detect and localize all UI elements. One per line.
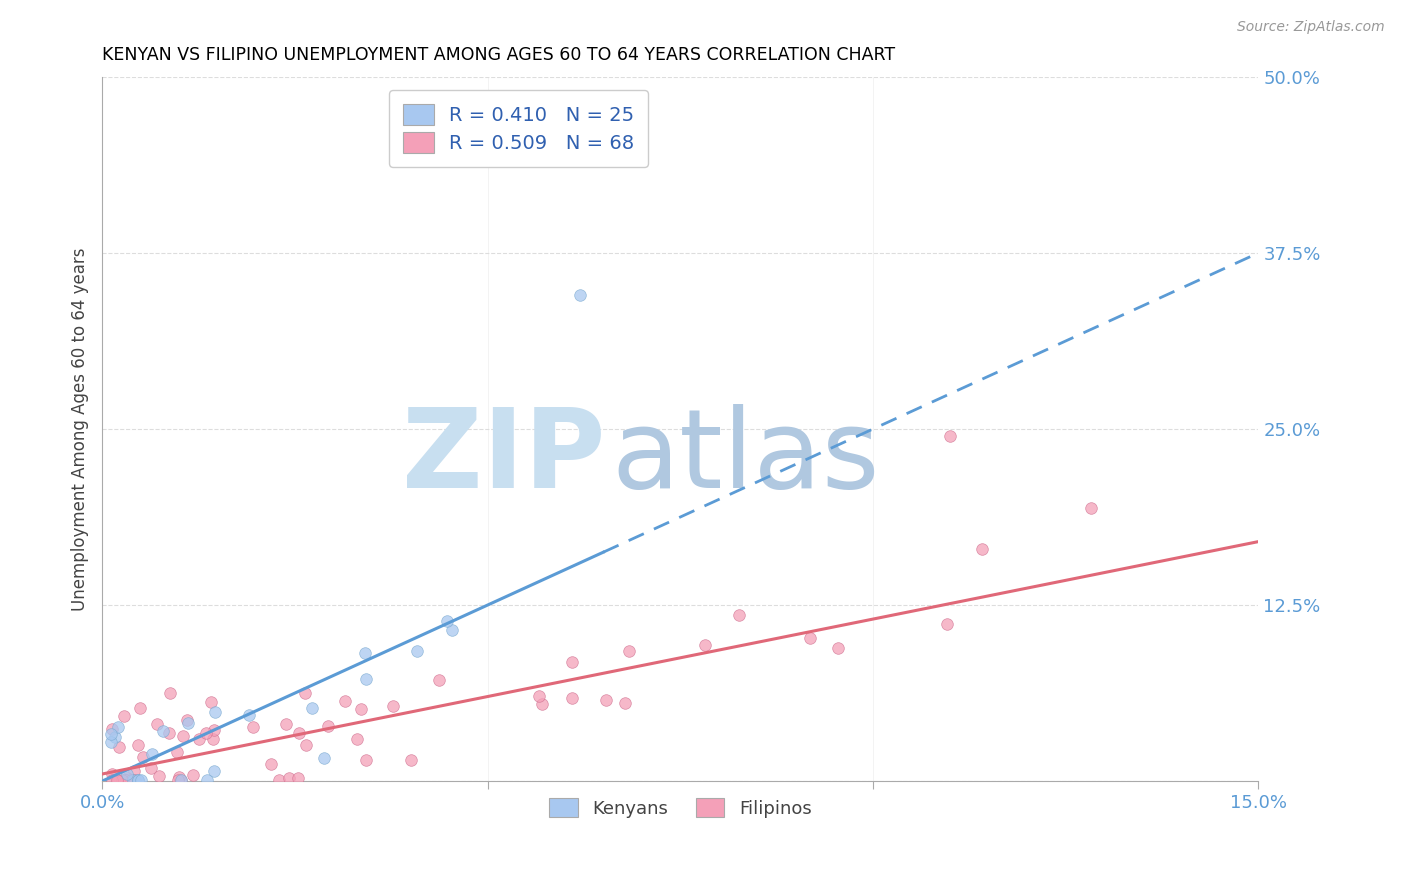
Point [399,753,422,767]
Point [381,698,404,713]
Point [127,738,149,752]
Point [127,772,149,787]
Point [695,638,717,652]
Point [141,747,163,761]
Point [122,764,145,778]
Point [1080,501,1102,516]
Point [294,685,316,699]
Point [200,695,222,709]
Point [145,717,167,731]
Point [238,708,260,723]
Text: atlas: atlas [612,403,880,510]
Point [152,723,174,738]
Point [107,772,129,787]
Point [288,726,311,740]
Point [129,772,152,787]
Point [619,644,641,658]
Point [427,673,450,687]
Point [166,772,188,787]
Point [295,738,318,752]
Text: Source: ZipAtlas.com: Source: ZipAtlas.com [1237,20,1385,34]
Text: ZIP: ZIP [402,403,606,510]
Point [101,722,124,736]
Point [569,288,592,302]
Point [561,691,583,706]
Point [561,656,583,670]
Point [318,719,340,733]
Point [112,772,135,787]
Point [242,720,264,734]
Point [728,608,751,623]
Point [111,772,134,787]
Point [176,716,198,731]
Point [346,732,368,747]
Point [406,644,429,658]
Point [595,693,617,707]
Point [166,745,188,759]
Point [115,767,138,781]
Point [436,614,458,628]
Point [204,705,226,719]
Point [121,772,143,787]
Point [157,725,180,739]
Point [614,697,637,711]
Point [120,772,142,787]
Point [441,623,464,637]
Point [354,753,377,767]
Point [176,713,198,727]
Point [827,640,849,655]
Point [531,697,554,711]
Point [170,772,193,787]
Point [350,701,373,715]
Point [799,631,821,645]
Point [939,429,962,443]
Point [333,694,356,708]
Point [112,708,135,723]
Point [260,756,283,771]
Legend: Kenyans, Filipinos: Kenyans, Filipinos [543,790,818,825]
Point [972,542,994,557]
Point [201,732,224,747]
Point [278,771,301,785]
Point [115,771,138,785]
Point [148,769,170,783]
Point [101,772,124,787]
Point [354,646,377,660]
Point [127,772,149,787]
Point [124,772,146,787]
Point [267,772,290,787]
Point [314,750,336,764]
Point [132,750,155,764]
Point [527,689,550,703]
Text: KENYAN VS FILIPINO UNEMPLOYMENT AMONG AGES 60 TO 64 YEARS CORRELATION CHART: KENYAN VS FILIPINO UNEMPLOYMENT AMONG AG… [103,46,896,64]
Point [114,772,136,787]
Point [194,726,217,740]
Point [167,770,190,784]
Point [129,700,152,714]
Y-axis label: Unemployment Among Ages 60 to 64 years: Unemployment Among Ages 60 to 64 years [72,247,89,611]
Point [187,731,209,746]
Point [108,739,131,754]
Point [159,686,181,700]
Point [202,764,225,778]
Point [100,734,122,748]
Point [936,617,959,632]
Point [274,716,297,731]
Point [107,719,129,733]
Point [105,772,128,787]
Point [170,772,193,787]
Point [301,701,323,715]
Point [141,761,163,775]
Point [122,772,145,787]
Point [195,772,218,787]
Point [101,766,124,780]
Point [172,729,194,743]
Point [100,727,122,741]
Point [287,771,309,785]
Point [354,672,377,686]
Point [181,768,204,782]
Point [202,723,225,738]
Point [114,772,136,787]
Point [104,730,127,744]
